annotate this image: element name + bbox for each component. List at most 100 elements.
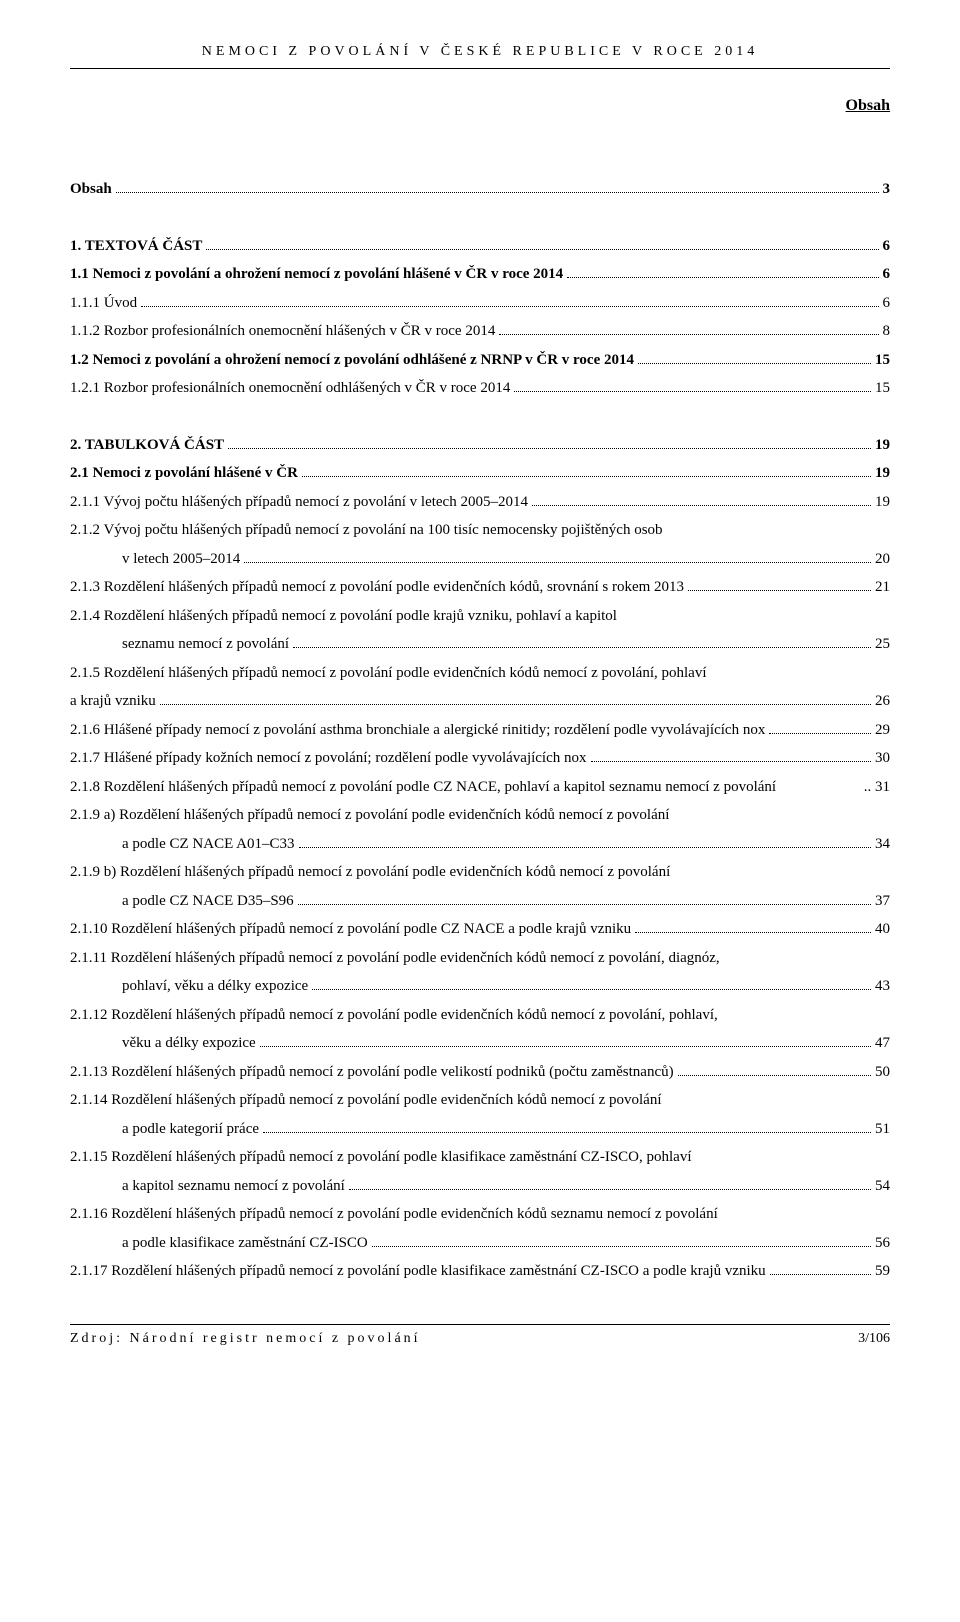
toc-leader bbox=[769, 733, 871, 734]
toc-entry-continuation: a podle CZ NACE D35–S96 37 bbox=[70, 887, 890, 916]
toc-leader bbox=[302, 476, 871, 477]
toc-entry: 2.1.12 Rozdělení hlášených případů nemoc… bbox=[70, 1001, 890, 1030]
toc-entry: 2.1.6 Hlášené případy nemocí z povolání … bbox=[70, 716, 890, 745]
toc-leader bbox=[206, 249, 878, 250]
toc-page-number: 50 bbox=[875, 1058, 890, 1087]
toc-entry: 2.1.7 Hlášené případy kožních nemocí z p… bbox=[70, 744, 890, 773]
toc-entry-text: 2.1.9 b) Rozdělení hlášených případů nem… bbox=[70, 858, 670, 887]
running-header: NEMOCI Z POVOLÁNÍ V ČESKÉ REPUBLICE V RO… bbox=[70, 44, 890, 60]
toc-page-number: 20 bbox=[875, 545, 890, 574]
toc-entry-text: 2. TABULKOVÁ ČÁST bbox=[70, 431, 224, 460]
toc-entry-text: 1.2.1 Rozbor profesionálních onemocnění … bbox=[70, 374, 510, 403]
toc-page-number: 56 bbox=[875, 1229, 890, 1258]
table-of-contents: Obsah 3 1. TEXTOVÁ ČÁST61.1 Nemoci z povol… bbox=[70, 175, 890, 1286]
toc-entry-text: 2.1.4 Rozdělení hlášených případů nemocí… bbox=[70, 602, 617, 631]
toc-page-number: 19 bbox=[875, 459, 890, 488]
toc-page-number: 19 bbox=[875, 488, 890, 517]
toc-entry: 2.1.16 Rozdělení hlášených případů nemoc… bbox=[70, 1200, 890, 1229]
toc-page-number: 6 bbox=[883, 289, 891, 318]
toc-page-number: 43 bbox=[875, 972, 890, 1001]
toc-entry: 1.1 Nemoci z povolání a ohrožení nemocí … bbox=[70, 260, 890, 289]
toc-entry: 1.1.2 Rozbor profesionálních onemocnění … bbox=[70, 317, 890, 346]
toc-page-number: 47 bbox=[875, 1029, 890, 1058]
toc-entry-text: 2.1.5 Rozdělení hlášených případů nemocí… bbox=[70, 659, 707, 688]
toc-leader bbox=[116, 192, 879, 193]
toc-leader bbox=[514, 391, 871, 392]
toc-entry: 1.2 Nemoci z povolání a ohrožení nemocí … bbox=[70, 346, 890, 375]
toc-leader bbox=[299, 847, 872, 848]
toc-entry-continuation: a podle kategorií práce51 bbox=[70, 1115, 890, 1144]
toc-page-number: 37 bbox=[875, 887, 890, 916]
toc-page-number: 15 bbox=[875, 346, 890, 375]
toc-leader bbox=[244, 562, 871, 563]
toc-entry-text: a podle klasifikace zaměstnání CZ-ISCO bbox=[122, 1229, 368, 1258]
toc-page-number: 29 bbox=[875, 716, 890, 745]
toc-entry-text: 2.1.17 Rozdělení hlášených případů nemoc… bbox=[70, 1257, 766, 1286]
toc-entry-text: 2.1.16 Rozdělení hlášených případů nemoc… bbox=[70, 1200, 718, 1229]
toc-page-number: 40 bbox=[875, 915, 890, 944]
toc-entry-continuation: a podle klasifikace zaměstnání CZ-ISCO 56 bbox=[70, 1229, 890, 1258]
toc-entry: 1.2.1 Rozbor profesionálních onemocnění … bbox=[70, 374, 890, 403]
toc-entry-text: pohlaví, věku a délky expozice bbox=[122, 972, 308, 1001]
toc-entry-text: 1.1.2 Rozbor profesionálních onemocnění … bbox=[70, 317, 495, 346]
toc-entry: 2.1.14 Rozdělení hlášených případů nemoc… bbox=[70, 1086, 890, 1115]
toc-entry: 2.1.4 Rozdělení hlášených případů nemocí… bbox=[70, 602, 890, 631]
toc-entry-text: 2.1.2 Vývoj počtu hlášených případů nemo… bbox=[70, 516, 663, 545]
toc-entry-text: 2.1.14 Rozdělení hlášených případů nemoc… bbox=[70, 1086, 662, 1115]
toc-page-number: 3 bbox=[883, 175, 891, 204]
toc-entry: 1. TEXTOVÁ ČÁST6 bbox=[70, 232, 890, 261]
toc-leader bbox=[260, 1046, 871, 1047]
toc-leader bbox=[532, 505, 871, 506]
toc-page-number: 19 bbox=[875, 431, 890, 460]
toc-entry-text: 2.1.11 Rozdělení hlášených případů nemoc… bbox=[70, 944, 720, 973]
toc-entry-continuation: v letech 2005–2014 20 bbox=[70, 545, 890, 574]
toc-entry: 2.1.3 Rozdělení hlášených případů nemocí… bbox=[70, 573, 890, 602]
toc-entry-text: a kapitol seznamu nemocí z povolání bbox=[122, 1172, 345, 1201]
toc-leader bbox=[591, 761, 871, 762]
toc-entry: 2.1.10 Rozdělení hlášených případů nemoc… bbox=[70, 915, 890, 944]
toc-entry-continuation: a kapitol seznamu nemocí z povolání 54 bbox=[70, 1172, 890, 1201]
toc-leader bbox=[312, 989, 871, 990]
toc-entry-text: 2.1.9 a) Rozdělení hlášených případů nem… bbox=[70, 801, 669, 830]
toc-leader bbox=[372, 1246, 871, 1247]
toc-entry-text: 2.1.13 Rozdělení hlášených případů nemoc… bbox=[70, 1058, 674, 1087]
toc-page-number: 26 bbox=[875, 687, 890, 716]
toc-entry-text: 2.1.1 Vývoj počtu hlášených případů nemo… bbox=[70, 488, 528, 517]
toc-page-number: 21 bbox=[875, 573, 890, 602]
toc-entry-continuation: a podle CZ NACE A01–C33 34 bbox=[70, 830, 890, 859]
toc-entry-text: 2.1.12 Rozdělení hlášených případů nemoc… bbox=[70, 1001, 718, 1030]
toc-entry-text: 2.1.3 Rozdělení hlášených případů nemocí… bbox=[70, 573, 684, 602]
toc-leader bbox=[499, 334, 878, 335]
toc-entry-text: a podle CZ NACE D35–S96 bbox=[122, 887, 294, 916]
toc-leader bbox=[638, 363, 871, 364]
toc-page-number: 25 bbox=[875, 630, 890, 659]
toc-entry-text: Obsah bbox=[70, 175, 112, 204]
toc-entry-text: a podle kategorií práce bbox=[122, 1115, 259, 1144]
toc-entry-text: 1.1 Nemoci z povolání a ohrožení nemocí … bbox=[70, 260, 563, 289]
toc-entry-continuation: věku a délky expozice47 bbox=[70, 1029, 890, 1058]
page-footer: Zdroj: Národní registr nemocí z povolání… bbox=[70, 1324, 890, 1347]
toc-page-number: 54 bbox=[875, 1172, 890, 1201]
toc-page-number: 59 bbox=[875, 1257, 890, 1286]
toc-entry: 1.1.1 Úvod6 bbox=[70, 289, 890, 318]
toc-entry-text: seznamu nemocí z povolání bbox=[122, 630, 289, 659]
toc-leader bbox=[141, 306, 878, 307]
toc-page-number: 34 bbox=[875, 830, 890, 859]
toc-leader bbox=[349, 1189, 871, 1190]
toc-entry-continuation: pohlaví, věku a délky expozice 43 bbox=[70, 972, 890, 1001]
toc-entry-text: 2.1 Nemoci z povolání hlášené v ČR bbox=[70, 459, 298, 488]
toc-entry: 2.1.5 Rozdělení hlášených případů nemocí… bbox=[70, 659, 890, 688]
toc-leader bbox=[293, 647, 871, 648]
header-rule bbox=[70, 68, 890, 69]
toc-entry: 2.1.9 b) Rozdělení hlášených případů nem… bbox=[70, 858, 890, 887]
toc-entry-text: 2.1.15 Rozdělení hlášených případů nemoc… bbox=[70, 1143, 692, 1172]
toc-entry-text: a podle CZ NACE A01–C33 bbox=[122, 830, 295, 859]
toc-entry-text: v letech 2005–2014 bbox=[122, 545, 240, 574]
toc-page-number: 15 bbox=[875, 374, 890, 403]
toc-entry: 2.1.17 Rozdělení hlášených případů nemoc… bbox=[70, 1257, 890, 1286]
toc-entry: Obsah 3 bbox=[70, 175, 890, 204]
toc-leader bbox=[688, 590, 871, 591]
toc-entry-text: a krajů vzniku bbox=[70, 687, 156, 716]
footer-source: Zdroj: Národní registr nemocí z povolání bbox=[70, 1331, 421, 1347]
toc-entry: 2. TABULKOVÁ ČÁST 19 bbox=[70, 431, 890, 460]
